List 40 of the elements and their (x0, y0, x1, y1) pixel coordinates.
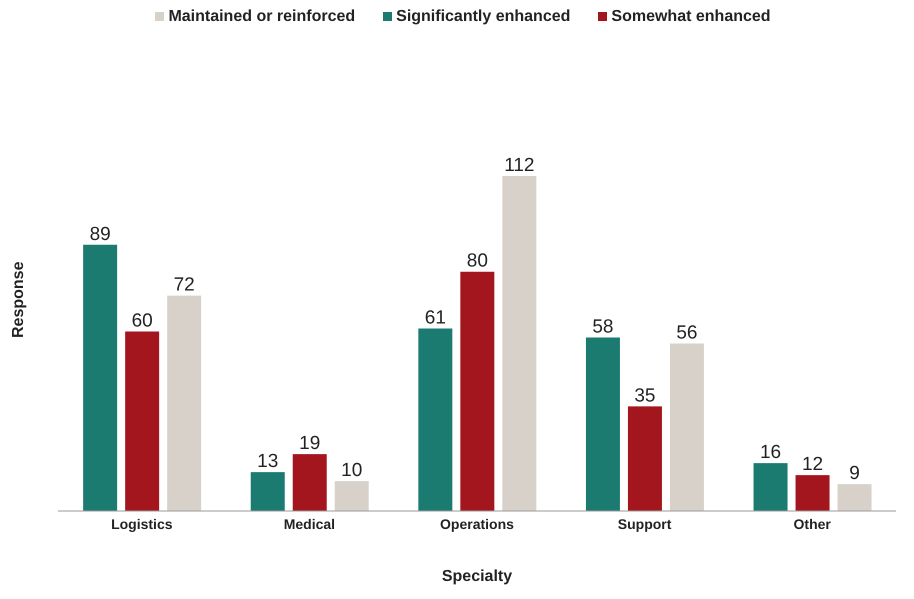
x-tick-label: Medical (284, 516, 336, 532)
legend-label: Somewhat enhanced (611, 8, 771, 25)
bar (628, 406, 662, 511)
bar (670, 344, 704, 511)
x-tick-label: Operations (440, 516, 514, 532)
data-label: 16 (760, 442, 782, 464)
bar (83, 244, 118, 511)
data-label: 60 (132, 310, 153, 332)
bar (292, 454, 327, 511)
legend-label: Maintained or reinforced (168, 8, 356, 25)
data-label: 80 (466, 250, 488, 272)
data-label: 13 (257, 451, 278, 472)
data-label: 112 (504, 155, 534, 176)
bar (418, 328, 452, 511)
x-axis-title: Specialty (442, 568, 512, 585)
data-label: 89 (90, 224, 111, 245)
x-tick-label: Other (794, 516, 832, 532)
data-label: 58 (592, 316, 614, 338)
data-label: 56 (676, 322, 698, 344)
legend-label: Significantly enhanced (396, 8, 570, 25)
data-label: 12 (802, 454, 824, 476)
bar (796, 475, 830, 511)
bar (125, 332, 160, 511)
data-label: 61 (424, 308, 446, 329)
bar (502, 176, 536, 511)
data-label: 9 (849, 463, 860, 484)
data-label: 19 (299, 433, 320, 454)
bar (460, 272, 494, 511)
data-label: 72 (174, 274, 195, 296)
bar (838, 484, 872, 511)
x-tick-label: Logistics (111, 516, 173, 532)
y-axis-title: Response (10, 262, 28, 338)
bar (586, 338, 620, 511)
data-label: 10 (341, 460, 362, 482)
bar (250, 472, 285, 511)
x-tick-label: Support (618, 516, 672, 532)
bar (334, 481, 369, 511)
bar (167, 296, 202, 511)
bar (754, 463, 788, 511)
data-label: 35 (634, 385, 656, 406)
